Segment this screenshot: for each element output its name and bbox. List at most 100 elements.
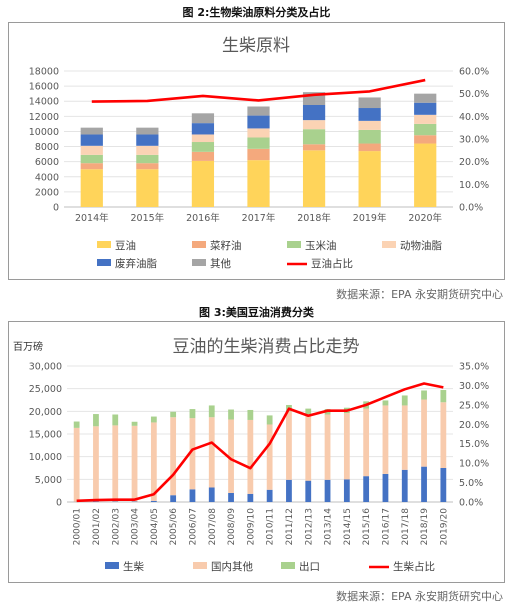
legend-swatch xyxy=(97,259,111,266)
x-tick-label: 2018/19 xyxy=(420,508,430,546)
legend-label: 国内其他 xyxy=(211,560,253,573)
bar-segment xyxy=(247,409,254,420)
bar-segment xyxy=(440,468,447,502)
bar-segment xyxy=(266,489,273,502)
x-tick-label: 2007/08 xyxy=(208,508,218,546)
bar-segment xyxy=(247,160,270,207)
bar-segment xyxy=(136,169,159,207)
y2-tick-label: 10.0% xyxy=(459,180,489,191)
bar-segment xyxy=(440,402,447,468)
bar-segment xyxy=(305,408,312,415)
x-tick-label: 2000/01 xyxy=(73,508,83,545)
soyoil-consumption-chart: 豆油的生柴消费占比走势 百万磅 0 5,000 10,000 15,000 20,000 25… xyxy=(13,337,489,573)
y-tick-label: 2000 xyxy=(35,187,59,198)
bar-segment xyxy=(136,134,159,146)
y-tick-label: 12000 xyxy=(29,112,59,123)
x-tick-label: 2013/14 xyxy=(324,508,334,546)
bar-segment xyxy=(414,123,437,136)
x-tick-label: 2011/12 xyxy=(285,508,295,545)
y2-tick-label: 20.0% xyxy=(459,420,489,431)
y-tick-label: 20,000 xyxy=(29,407,62,418)
y-tick-label: 25,000 xyxy=(29,384,62,395)
bar-segment xyxy=(421,390,427,400)
bar-segment xyxy=(150,500,157,502)
legend-swatch xyxy=(287,241,301,248)
bar-segment xyxy=(191,134,215,143)
bar-segment xyxy=(150,416,157,423)
bar-segment xyxy=(324,479,331,502)
bar-segment xyxy=(247,106,270,116)
bar-segment xyxy=(136,127,159,135)
y-tick-label: 10000 xyxy=(29,127,59,138)
legend-label: 生柴 xyxy=(123,560,144,573)
y2-tick-label: 35.0% xyxy=(459,362,489,373)
bar-segment xyxy=(73,421,80,428)
bar-segment xyxy=(382,473,389,502)
bar-segment xyxy=(191,123,215,135)
y-tick-label: 10,000 xyxy=(29,452,62,463)
y-tick-label: 18000 xyxy=(29,67,59,78)
y2-tick-label: 15.0% xyxy=(459,439,489,450)
legend-swatch xyxy=(97,241,111,248)
legend-swatch xyxy=(192,241,206,248)
bar-segment xyxy=(112,425,119,502)
x-tick-label: 2003/04 xyxy=(131,508,141,546)
bar-segment xyxy=(358,143,381,152)
bar-segment xyxy=(208,417,215,488)
source-note-1: 数据来源：EPA 永安期货研究中心 xyxy=(336,288,503,301)
x-tick-label: 2008/09 xyxy=(227,508,237,546)
bar-segment xyxy=(93,426,99,502)
y-tick-label: 8000 xyxy=(35,142,59,153)
legend-swatch xyxy=(105,562,119,569)
bar-segment xyxy=(302,120,326,130)
y-tick-label: 4000 xyxy=(35,172,59,183)
bar-segment xyxy=(112,414,119,426)
bar-segment xyxy=(80,145,103,155)
bar-segment xyxy=(136,163,159,170)
x-tick-label: 2005/06 xyxy=(169,508,179,546)
x-tick-label: 2016/17 xyxy=(381,508,391,545)
bar-segment xyxy=(363,476,370,502)
bar-segment xyxy=(80,154,103,164)
bar-segment xyxy=(93,414,99,427)
bar-segment xyxy=(414,93,437,103)
bar-segment xyxy=(189,409,196,419)
bar-segment xyxy=(324,414,331,480)
bar-segment xyxy=(170,411,177,418)
legend-label: 出口 xyxy=(299,560,320,573)
bar-segment xyxy=(414,143,437,207)
x-tick-label: 2012/13 xyxy=(304,508,314,545)
bar-segment xyxy=(266,415,273,425)
y2-tick-label: 5.0% xyxy=(459,478,483,489)
y-tick-label: 5,000 xyxy=(35,475,62,486)
bar-segment xyxy=(302,105,326,121)
bar-segment xyxy=(136,145,159,155)
x-tick-label: 2015/16 xyxy=(362,508,372,546)
legend-label: 废弃油脂 xyxy=(115,257,157,270)
y2-tick-label: 50.0% xyxy=(459,89,489,100)
x-tick-label: 2002/03 xyxy=(111,508,121,545)
x-tick-label: 2006/07 xyxy=(188,508,198,545)
y2-tick-label: 20.0% xyxy=(459,157,489,168)
x-tick-label: 2004/05 xyxy=(150,508,160,545)
y-tick-label: 6000 xyxy=(35,157,59,168)
bar-segment xyxy=(208,405,215,418)
x-tick-label: 2018年 xyxy=(297,212,331,224)
y2-tick-label: 10.0% xyxy=(459,459,489,470)
legend-label: 动物油脂 xyxy=(400,239,442,252)
bar-segment xyxy=(305,480,312,502)
x-tick-label: 2016年 xyxy=(186,212,220,224)
x-tick-label: 2001/02 xyxy=(92,508,102,545)
x-tick-label: 2019/20 xyxy=(439,508,449,546)
figure-caption-2: 图 3:美国豆油消费分类 xyxy=(199,306,314,319)
legend-label: 其他 xyxy=(210,257,231,270)
bar-segment xyxy=(170,495,177,502)
bar-segment xyxy=(131,425,138,502)
bar-segment xyxy=(80,163,103,170)
bar-segment xyxy=(131,421,138,426)
legend-swatch xyxy=(382,241,396,248)
bar-segment xyxy=(302,144,326,151)
y-tick-label: 0 xyxy=(53,203,59,214)
y-tick-label: 0 xyxy=(56,498,62,509)
legend-label: 豆油占比 xyxy=(311,257,353,270)
